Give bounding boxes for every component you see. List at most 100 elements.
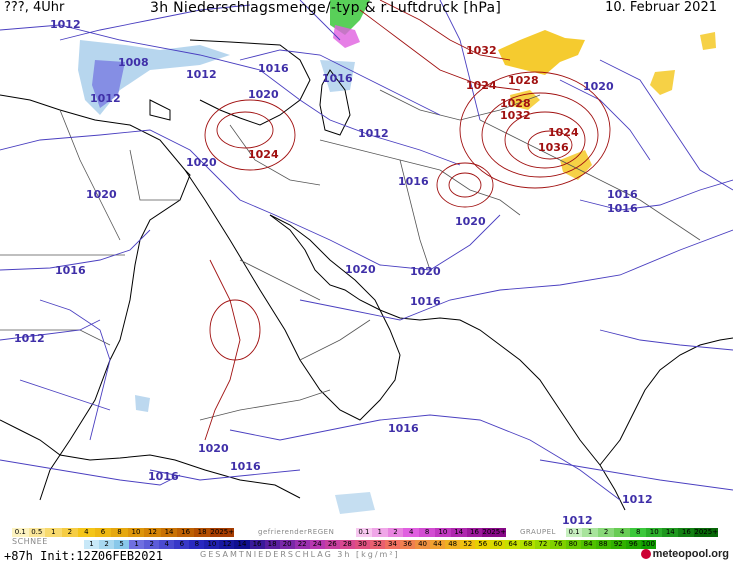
persian-gulf-india-coast	[269, 214, 626, 511]
scale-step: 22	[294, 540, 310, 549]
scale-step: 48	[445, 540, 461, 549]
isobar-1012-bengal	[599, 329, 733, 351]
scale-step: 16	[249, 540, 265, 549]
scale-step: 2	[387, 528, 404, 537]
isobar-label: 1020	[345, 263, 376, 276]
isobar-label: 1012	[358, 127, 389, 140]
isobar-label: 1016	[55, 264, 86, 277]
snow-scale: 0.1 0.5 1 2 4 6 8 10 12 14 16 18 2025+	[12, 528, 235, 537]
border-1	[59, 109, 121, 241]
scale-step: 8	[419, 528, 435, 537]
cyprus	[149, 99, 171, 121]
snow-area-east	[560, 150, 592, 180]
isobar-1014-africa	[39, 299, 111, 441]
scale-step: 44	[430, 540, 446, 549]
isobar-label: 1012	[90, 92, 121, 105]
isobar-1016-top	[299, 0, 341, 41]
border-13	[199, 389, 331, 421]
scale-step: 88	[595, 540, 611, 549]
scale-step: 12	[144, 528, 161, 537]
africa-coast	[0, 94, 191, 501]
scale-step: 6	[94, 528, 112, 537]
isobar-1012-west	[0, 319, 101, 341]
scale-step: 36	[399, 540, 416, 549]
isobar-1012-africa	[19, 379, 111, 411]
isobar-label: 1032	[500, 109, 531, 122]
scale-step: 72	[535, 540, 551, 549]
logo-icon	[640, 549, 651, 560]
scale-step: 10	[127, 528, 145, 537]
isobar-label: 1020	[86, 188, 117, 201]
border-10	[379, 89, 541, 121]
map-title: 3h Niederschlagsmenge/-typ & r.Luftdruck…	[150, 0, 502, 16]
isobar-label: 1024	[466, 79, 497, 92]
scale-step: 64	[505, 540, 521, 549]
graupel-caption: GRAUPEL	[520, 528, 556, 536]
graupel-scale: 0.1 1 2 4 8 10 14 16 2025+	[566, 528, 719, 537]
rain-area-ethiopia	[135, 395, 150, 412]
scale-step: 14	[662, 528, 679, 537]
isobar-1020-himalaya	[559, 79, 651, 161]
scale-step: 18	[264, 540, 280, 549]
precipitation-legend: 0.1 0.5 1 2 4 6 8 10 12 14 16 18 2025+ SCHNEE gefrie…	[0, 524, 733, 566]
scale-step: 10	[646, 528, 663, 537]
scale-step: 4	[614, 528, 631, 537]
scale-step: 16	[466, 528, 483, 537]
isobar-label: 1012	[14, 332, 45, 345]
isobar-label: 1020	[410, 265, 441, 278]
border-14	[599, 179, 701, 241]
scale-step: 1	[45, 528, 62, 537]
bay-of-bengal-coast	[599, 337, 733, 466]
isobar-1032-center	[504, 111, 586, 169]
scale-step: 40	[415, 540, 431, 549]
scale-step: 96	[625, 540, 641, 549]
isobar-label: 1028	[508, 74, 539, 87]
scale-step: 76	[550, 540, 566, 549]
scale-step: 14	[160, 528, 178, 537]
isobar-label: 1012	[186, 68, 217, 81]
isobar-label: 1016	[230, 460, 261, 473]
isobar-label: 1012	[562, 514, 593, 524]
isobar-1020-arabia	[204, 259, 241, 441]
total-precip-scale: 1 2 5 1 2 4 6 8 10 12 14 16 18 20 22 24 26 28 30 32 34 36 40 44…	[84, 540, 656, 549]
isobar-1020-mid	[0, 129, 501, 271]
isobar-label: 1020	[583, 80, 614, 93]
border-11	[299, 319, 371, 361]
scale-step: 2025+	[210, 528, 235, 537]
isobar-1016-south	[299, 229, 733, 321]
isobars-low	[0, 0, 733, 501]
scale-step: 0.1	[356, 528, 372, 537]
scale-step: 8	[189, 540, 205, 549]
brand-logo[interactable]: meteopool.org	[640, 548, 729, 560]
run-info: +87h Init:12Z06FEB2021	[4, 549, 163, 563]
isobar-label: 1028	[500, 97, 531, 110]
isobar-1016-west	[0, 229, 151, 271]
isobar-label: 1016	[388, 422, 419, 435]
isobar-1016-east	[579, 179, 733, 211]
scale-step: 34	[384, 540, 400, 549]
scale-step: 4	[403, 528, 420, 537]
snow-caption: SCHNEE	[12, 537, 48, 546]
snow-area-north	[498, 30, 585, 75]
isobar-1024-afghan-inner	[448, 172, 482, 198]
scale-step: 28	[339, 540, 355, 549]
isobar-label: 1020	[186, 156, 217, 169]
scale-step: 2	[61, 528, 79, 537]
precipitation-areas	[78, 0, 716, 514]
region-label: ???, 4Uhr	[4, 0, 65, 15]
forecast-date: 10. Februar 2021	[605, 0, 717, 15]
border-5	[229, 124, 321, 186]
isobar-label: 1016	[410, 295, 441, 308]
isobar-label: 1016	[607, 202, 638, 215]
isobar-labels: 1012 1008 1012 1016 1016 1012 1020 1012 …	[14, 18, 653, 524]
isobar-label: 1012	[622, 493, 653, 506]
border-7	[399, 159, 431, 271]
scale-step: 2	[598, 528, 615, 537]
total-precip-caption: GESAMTNIEDERSCHLAG 3h [kg/m²]	[200, 550, 400, 559]
scale-step: 16	[177, 528, 194, 537]
scale-step: 30	[354, 540, 370, 549]
isobar-label: 1016	[398, 175, 429, 188]
isobar-1012-top	[59, 4, 251, 41]
scale-step: 8	[111, 528, 128, 537]
scale-step: 92	[610, 540, 626, 549]
